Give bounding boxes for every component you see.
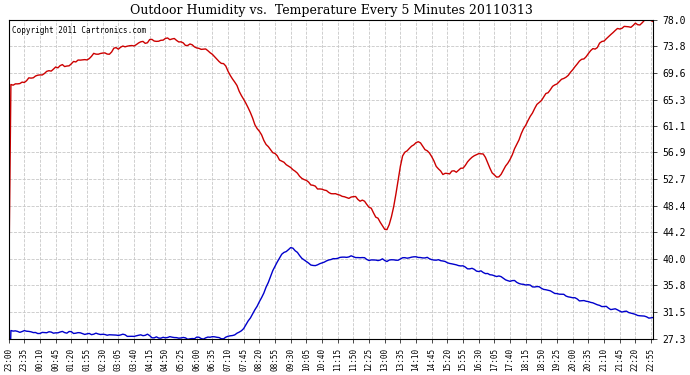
Text: Copyright 2011 Cartronics.com: Copyright 2011 Cartronics.com [12,26,146,35]
Title: Outdoor Humidity vs.  Temperature Every 5 Minutes 20110313: Outdoor Humidity vs. Temperature Every 5… [130,4,533,17]
